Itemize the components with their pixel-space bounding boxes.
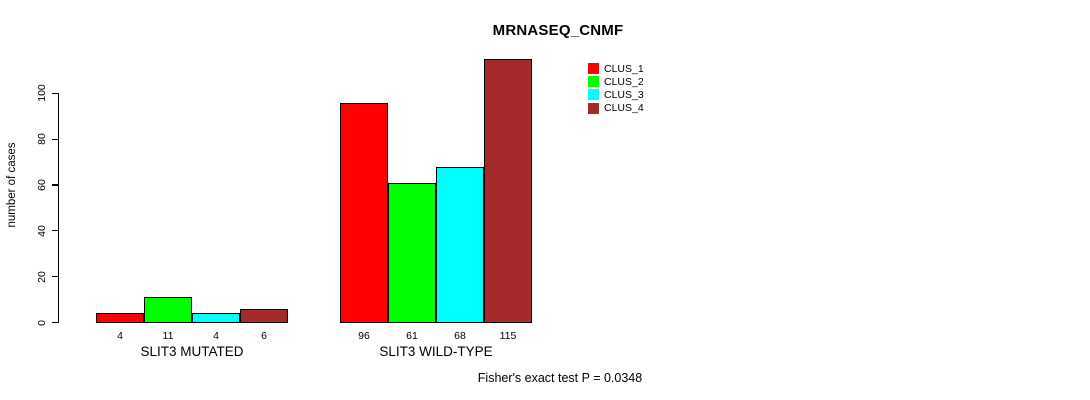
bar-value-label: 4 bbox=[117, 330, 123, 342]
fisher-test-note: Fisher's exact test P = 0.0348 bbox=[477, 371, 643, 385]
bar-value-label: 96 bbox=[358, 330, 370, 342]
bar-value-label: 11 bbox=[162, 330, 174, 342]
bar-clus_4-wild-type bbox=[484, 59, 532, 324]
legend-swatch-icon bbox=[588, 63, 599, 75]
y-axis-tick-label: 0 bbox=[36, 319, 48, 326]
bar-clus_3-wild-type bbox=[436, 166, 484, 324]
y-axis-tick bbox=[52, 92, 59, 95]
bar-value-label: 6 bbox=[261, 330, 267, 342]
bar-clus_2-mutated bbox=[144, 297, 192, 324]
legend-label: CLUS_4 bbox=[604, 102, 644, 115]
bar-clus_1-mutated bbox=[96, 313, 144, 324]
legend-item: CLUS_1 bbox=[588, 62, 644, 75]
y-axis-tick bbox=[52, 138, 59, 140]
legend-swatch-icon bbox=[588, 89, 599, 101]
bar-value-label: 68 bbox=[454, 330, 466, 342]
category-label: SLIT3 WILD-TYPE bbox=[379, 344, 493, 359]
legend-item: CLUS_4 bbox=[588, 102, 644, 115]
y-axis-tick-label: 60 bbox=[36, 179, 48, 191]
bar-clus_3-mutated bbox=[192, 313, 240, 324]
bar-value-label: 4 bbox=[213, 330, 219, 342]
legend-label: CLUS_1 bbox=[604, 62, 644, 75]
y-axis-tick-label: 40 bbox=[36, 225, 48, 237]
y-axis-tick bbox=[52, 321, 59, 324]
legend-label: CLUS_3 bbox=[604, 88, 644, 101]
legend-item: CLUS_3 bbox=[588, 88, 644, 101]
category-label: SLIT3 MUTATED bbox=[140, 344, 244, 359]
y-axis-tick-label: 80 bbox=[36, 133, 48, 146]
y-axis-line bbox=[58, 93, 60, 323]
legend-item: CLUS_2 bbox=[588, 75, 644, 88]
legend-swatch-icon bbox=[588, 76, 599, 88]
chart-title: MRNASEQ_CNMF bbox=[492, 22, 624, 39]
bar-value-label: 115 bbox=[499, 330, 517, 342]
y-axis-label: number of cases bbox=[6, 142, 18, 228]
bar-value-label: 61 bbox=[406, 330, 418, 342]
bar-clus_2-wild-type bbox=[388, 182, 436, 324]
legend-swatch-icon bbox=[588, 102, 599, 114]
bar-clus_1-wild-type bbox=[340, 102, 388, 324]
y-axis-tick bbox=[52, 184, 59, 186]
y-axis-tick-label: 20 bbox=[36, 270, 48, 283]
legend: CLUS_1 CLUS_2 CLUS_3 CLUS_4 bbox=[588, 62, 644, 115]
legend-label: CLUS_2 bbox=[604, 75, 644, 88]
y-axis-tick bbox=[52, 276, 59, 278]
bar-clus_4-mutated bbox=[240, 308, 288, 324]
y-axis-tick bbox=[52, 230, 59, 232]
y-axis-tick-label: 100 bbox=[36, 84, 48, 103]
